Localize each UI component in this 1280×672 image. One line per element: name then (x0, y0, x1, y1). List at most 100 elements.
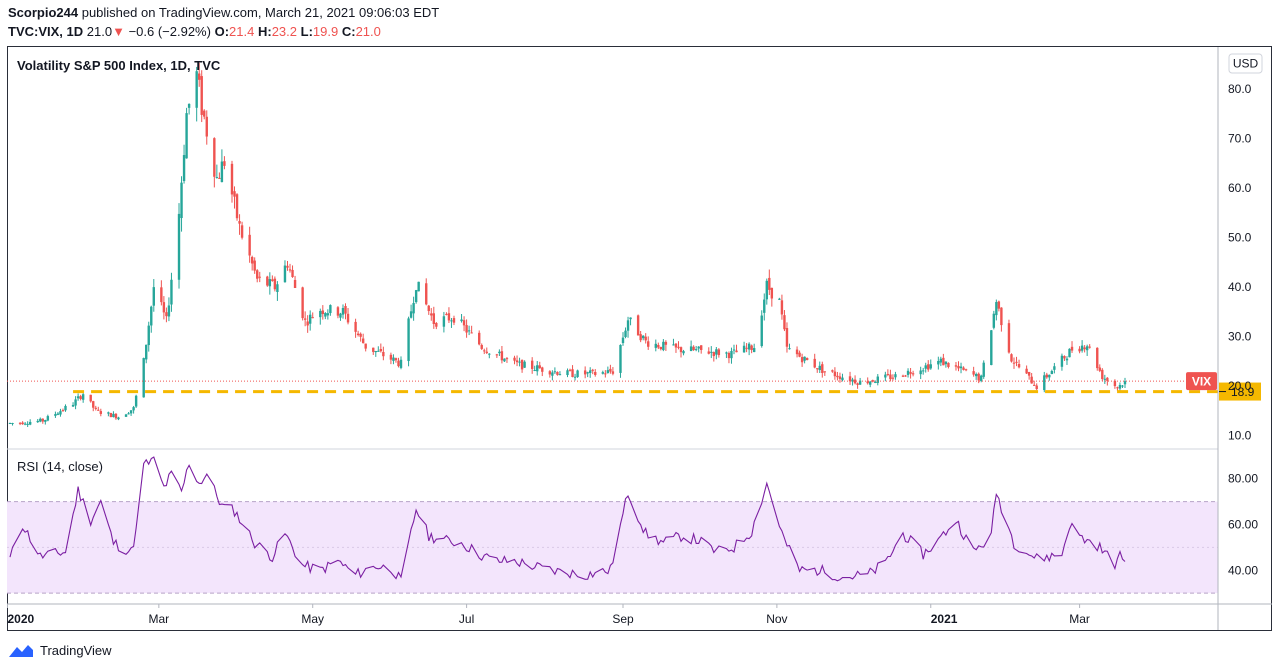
candle (182, 144, 186, 184)
candle (891, 374, 895, 381)
candle (1007, 319, 1011, 354)
candle-body (18, 422, 22, 424)
candle (382, 346, 385, 361)
candle (871, 379, 874, 383)
candle (220, 149, 224, 183)
candle (71, 402, 75, 408)
candle-body (162, 302, 166, 313)
candle-body (39, 418, 42, 422)
candle (538, 361, 541, 369)
candle (629, 317, 632, 326)
currency-badge[interactable] (1228, 53, 1263, 74)
candle (399, 356, 403, 370)
ohlc-legend: TVC:VIX, 1D 21.0▼ −0.6 (−2.92%) O:21.4 H… (8, 24, 381, 39)
candle-body (213, 138, 216, 177)
candle (26, 421, 29, 427)
candle-body (152, 287, 155, 306)
candle-body (1088, 346, 1091, 348)
candle (710, 346, 713, 359)
candle-body (871, 380, 874, 382)
candle-body (248, 234, 251, 256)
candle-body (276, 284, 279, 292)
candle (64, 404, 67, 412)
price-tick-label: 30.0 (1228, 330, 1252, 344)
candle (644, 333, 647, 344)
candle-body (803, 356, 806, 361)
candle (573, 373, 577, 381)
candle (203, 109, 206, 120)
footer: TradingView (8, 642, 112, 658)
candle (170, 272, 173, 312)
candle-body (707, 351, 710, 354)
candle-body (505, 358, 509, 360)
candle-body (23, 423, 27, 425)
candle (866, 377, 869, 385)
candle (321, 305, 325, 320)
candle-body (500, 351, 504, 361)
candle (566, 368, 569, 378)
candle (147, 321, 150, 352)
chart-frame[interactable] (7, 46, 1272, 631)
candle-body (435, 322, 438, 327)
candle-body (730, 351, 733, 359)
candle-body (901, 375, 905, 377)
candle-body (1015, 361, 1018, 363)
author-name[interactable]: Scorpio244 (8, 5, 79, 20)
candle-body (1012, 362, 1016, 364)
candle (329, 304, 332, 316)
candle-body (536, 365, 539, 372)
candle-body (954, 365, 958, 367)
candle (982, 360, 985, 379)
price-tick-label: 60.0 (1228, 181, 1252, 195)
candle-body (1045, 374, 1048, 378)
candle-body (205, 116, 208, 137)
candle-body (783, 315, 786, 330)
candle (377, 346, 380, 352)
candle (942, 353, 945, 366)
candle (884, 371, 887, 382)
candle-body (389, 354, 393, 360)
candle-body (770, 287, 774, 299)
candle (576, 369, 579, 378)
footer-brand[interactable]: TradingView (40, 642, 112, 658)
candle-body (609, 368, 612, 372)
candle-body (641, 335, 645, 339)
candle-body (1068, 348, 1071, 358)
candle-body (664, 341, 668, 345)
candle (536, 360, 539, 376)
candle (692, 345, 695, 351)
candle (107, 411, 110, 417)
symbol-label[interactable]: TVC:VIX, 1D (8, 24, 84, 39)
candle (980, 374, 983, 383)
candle (874, 380, 877, 384)
candle (250, 255, 254, 271)
candle (664, 340, 668, 351)
candle-body (359, 333, 362, 337)
candle-body (886, 373, 890, 376)
candle (359, 332, 362, 342)
candle-body (485, 351, 488, 353)
candle (641, 335, 645, 341)
candle (94, 405, 97, 411)
candle-body (99, 411, 103, 414)
candle-body (54, 414, 57, 416)
candle-body (604, 373, 607, 375)
candle (699, 345, 703, 354)
candle (480, 343, 483, 350)
candle-body (765, 280, 768, 300)
candle (553, 367, 557, 375)
candle (412, 296, 415, 321)
candle (911, 370, 915, 377)
candle-body (778, 298, 781, 300)
candle-body (392, 357, 395, 361)
candle (1060, 353, 1064, 371)
candle (921, 367, 925, 375)
candle-body (339, 313, 342, 318)
candle-body (238, 221, 241, 224)
candle (697, 346, 700, 353)
candle (604, 370, 607, 378)
candle-body (1070, 346, 1074, 351)
candle (1065, 356, 1069, 365)
candle (858, 377, 862, 385)
